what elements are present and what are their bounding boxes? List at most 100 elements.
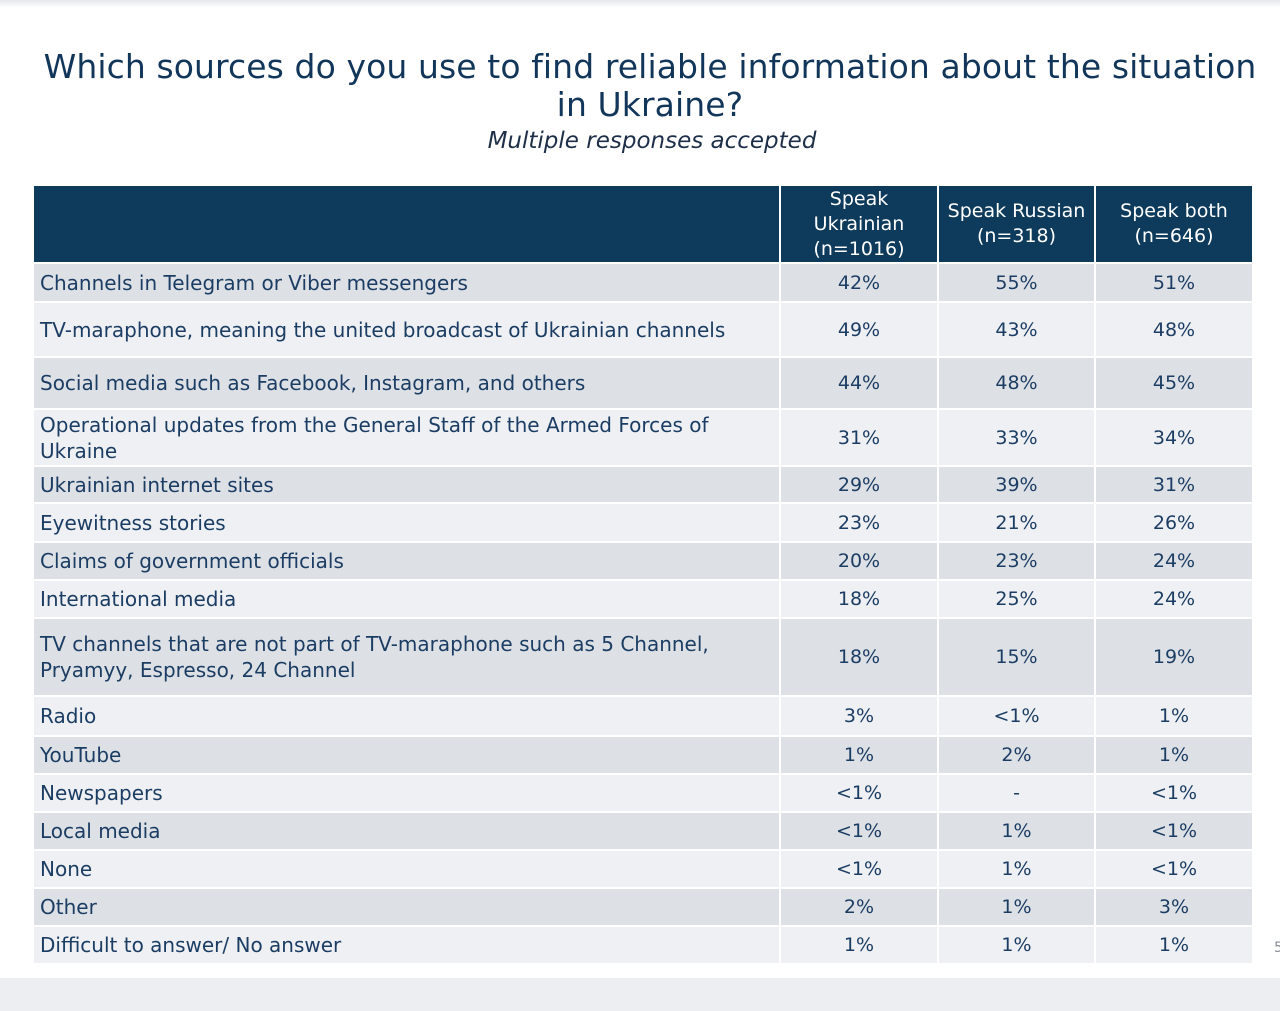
column-header-text: Ukrainian [813, 212, 905, 235]
value-cell: 24% [1094, 579, 1252, 618]
page-subtitle: Multiple responses accepted [487, 128, 817, 154]
row-label: Ukrainian internet sites [34, 465, 780, 503]
table-row: Operational updates from the General Sta… [34, 408, 1252, 466]
table-row: Local media <1% 1% <1% [34, 811, 1252, 850]
row-label: Operational updates from the General Sta… [34, 408, 780, 466]
value-cell: 43% [937, 301, 1095, 357]
value-cell: 18% [779, 617, 938, 696]
value-cell: 23% [937, 541, 1095, 580]
table-row: Claims of government officials 20% 23% 2… [34, 541, 1252, 580]
value-cell: 21% [937, 502, 1095, 542]
value-cell: 29% [779, 465, 938, 503]
value-cell: 15% [937, 617, 1095, 696]
title-line-2: in Ukraine? [556, 85, 744, 124]
row-label: YouTube [34, 735, 780, 774]
value-cell: <1% [1094, 773, 1252, 812]
column-header-text: Speak both [1120, 200, 1228, 222]
value-cell: 31% [779, 408, 938, 466]
table-row: Eyewitness stories 23% 21% 26% [34, 502, 1252, 542]
column-header-text: (n=318) [976, 225, 1057, 247]
value-cell: 1% [1094, 695, 1252, 736]
column-header-ukrainian: Speak Ukrainian (n=1016) [779, 186, 938, 263]
row-label: Social media such as Facebook, Instagram… [34, 356, 780, 409]
value-cell: 1% [779, 925, 938, 963]
row-label: International media [34, 579, 780, 618]
column-header-text: Speak [829, 187, 889, 210]
value-cell: 51% [1094, 262, 1252, 302]
row-label: Newspapers [34, 773, 780, 812]
table-row: Other 2% 1% 3% [34, 887, 1252, 926]
table-row: Radio 3% <1% 1% [34, 695, 1252, 736]
table-row: YouTube 1% 2% 1% [34, 735, 1252, 774]
table-row: Channels in Telegram or Viber messengers… [34, 262, 1252, 302]
value-cell: 1% [779, 735, 938, 774]
header-blank-cell [34, 186, 780, 263]
column-header-russian: Speak Russian (n=318) [937, 186, 1095, 263]
page-title: Which sources do you use to find reliabl… [0, 48, 1280, 124]
value-cell: 42% [779, 262, 938, 302]
value-cell: 31% [1094, 465, 1252, 503]
value-cell: 33% [937, 408, 1095, 466]
survey-table: Speak Ukrainian (n=1016) Speak Russian (… [34, 186, 1252, 963]
value-cell: <1% [779, 811, 938, 850]
row-label: Difficult to answer/ No answer [34, 925, 780, 963]
table-row: Ukrainian internet sites 29% 39% 31% [34, 465, 1252, 503]
value-cell: 48% [1094, 301, 1252, 357]
value-cell: 1% [937, 849, 1095, 888]
row-label: Eyewitness stories [34, 502, 780, 542]
table-row: TV-maraphone, meaning the united broadca… [34, 301, 1252, 357]
value-cell: 23% [779, 502, 938, 542]
table-row: TV channels that are not part of TV-mara… [34, 617, 1252, 696]
value-cell: 1% [1094, 925, 1252, 963]
table-row: Difficult to answer/ No answer 1% 1% 1% [34, 925, 1252, 963]
table-row: Newspapers <1% - <1% [34, 773, 1252, 812]
table-row: None <1% 1% <1% [34, 849, 1252, 888]
row-label: Other [34, 887, 780, 926]
bottom-band [0, 978, 1280, 1011]
value-cell: - [937, 773, 1095, 812]
top-shadow [0, 0, 1280, 8]
value-cell: 1% [937, 925, 1095, 963]
row-label: Local media [34, 811, 780, 850]
row-label: TV channels that are not part of TV-mara… [34, 617, 780, 696]
value-cell: <1% [937, 695, 1095, 736]
value-cell: <1% [1094, 811, 1252, 850]
header-row: Speak Ukrainian (n=1016) Speak Russian (… [34, 186, 1252, 263]
value-cell: 45% [1094, 356, 1252, 409]
value-cell: 20% [779, 541, 938, 580]
value-cell: 2% [779, 887, 938, 926]
value-cell: 49% [779, 301, 938, 357]
value-cell: <1% [1094, 849, 1252, 888]
value-cell: 55% [937, 262, 1095, 302]
value-cell: 48% [937, 356, 1095, 409]
value-cell: 19% [1094, 617, 1252, 696]
value-cell: 18% [779, 579, 938, 618]
row-label: Channels in Telegram or Viber messengers [34, 262, 780, 302]
value-cell: 1% [1094, 735, 1252, 774]
value-cell: 3% [1094, 887, 1252, 926]
value-cell: 2% [937, 735, 1095, 774]
column-header-text: (n=1016) [813, 237, 905, 260]
table-row: Social media such as Facebook, Instagram… [34, 356, 1252, 409]
title-line-1: Which sources do you use to find reliabl… [43, 47, 1257, 86]
row-label: TV-maraphone, meaning the united broadca… [34, 301, 780, 357]
table-row: International media 18% 25% 24% [34, 579, 1252, 618]
column-header-text: (n=646) [1134, 225, 1214, 247]
value-cell: 26% [1094, 502, 1252, 542]
row-label: None [34, 849, 780, 888]
value-cell: 44% [779, 356, 938, 409]
value-cell: 34% [1094, 408, 1252, 466]
page-number-fragment: 5 [1274, 940, 1280, 956]
column-header-text: Speak Russian [947, 200, 1086, 222]
value-cell: 1% [937, 811, 1095, 850]
value-cell: 1% [937, 887, 1095, 926]
value-cell: 25% [937, 579, 1095, 618]
value-cell: 3% [779, 695, 938, 736]
row-label: Radio [34, 695, 780, 736]
value-cell: <1% [779, 773, 938, 812]
value-cell: <1% [779, 849, 938, 888]
column-header-both: Speak both (n=646) [1094, 186, 1252, 263]
value-cell: 39% [937, 465, 1095, 503]
row-label: Claims of government officials [34, 541, 780, 580]
value-cell: 24% [1094, 541, 1252, 580]
